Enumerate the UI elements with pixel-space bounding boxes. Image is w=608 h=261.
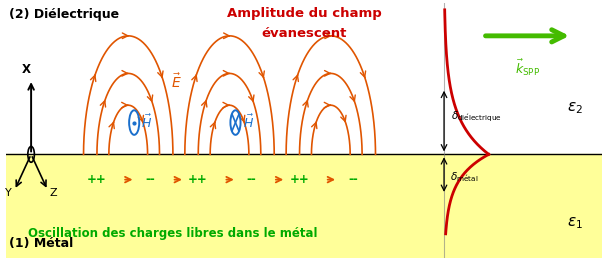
Text: (1) Métal: (1) Métal <box>9 238 74 251</box>
Text: --: -- <box>247 173 257 186</box>
Text: ++: ++ <box>188 173 208 186</box>
Text: --: -- <box>145 173 155 186</box>
Text: évanescent: évanescent <box>261 27 347 40</box>
Text: $\vec{H}$: $\vec{H}$ <box>243 114 254 131</box>
Text: (2) Diélectrique: (2) Diélectrique <box>9 8 119 21</box>
Text: Z: Z <box>50 188 58 198</box>
Text: ++: ++ <box>87 173 106 186</box>
Text: $\varepsilon_1$: $\varepsilon_1$ <box>567 216 583 231</box>
Text: $\vec{H}$: $\vec{H}$ <box>141 114 153 131</box>
Text: Y: Y <box>5 188 12 198</box>
Text: Oscillation des charges libres dans le métal: Oscillation des charges libres dans le m… <box>28 227 317 240</box>
Bar <box>6 154 602 258</box>
Text: X: X <box>22 63 31 76</box>
Text: $\vec{k}_{\rm SPP}$: $\vec{k}_{\rm SPP}$ <box>515 57 540 78</box>
Text: $\delta_{\rm di\acute{e}lectrique}$: $\delta_{\rm di\acute{e}lectrique}$ <box>451 110 502 124</box>
Text: $\delta_{\rm m\acute{e}tal}$: $\delta_{\rm m\acute{e}tal}$ <box>450 171 478 184</box>
Text: ++: ++ <box>289 173 309 186</box>
Text: $\vec{E}$: $\vec{E}$ <box>170 72 181 91</box>
Text: $\varepsilon_2$: $\varepsilon_2$ <box>567 100 583 116</box>
Text: Amplitude du champ: Amplitude du champ <box>227 7 381 20</box>
Text: --: -- <box>348 173 358 186</box>
